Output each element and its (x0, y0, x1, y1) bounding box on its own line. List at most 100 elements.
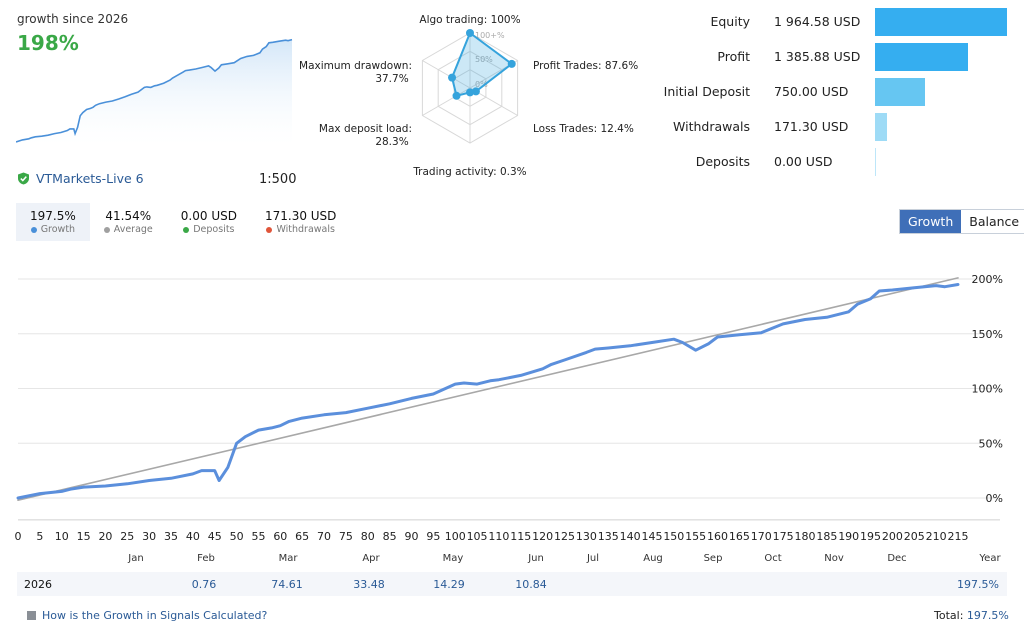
balance-bar-label: Equity (710, 14, 750, 29)
radar-point (452, 91, 461, 100)
stat-value: 197.5% (30, 209, 76, 223)
radar-point (466, 29, 474, 37)
x-tick-label: 10 (55, 530, 69, 543)
x-tick-label: 80 (361, 530, 375, 543)
stat-label: Growth (40, 224, 76, 235)
y-tick-label: 150% (972, 328, 1003, 341)
total-growth: Total: 197.5% (934, 609, 1009, 622)
x-tick-label: 25 (120, 530, 134, 543)
balance-bar (875, 8, 1007, 36)
stat-value: 41.54% (105, 209, 152, 223)
stat-label: Average (113, 224, 153, 235)
year-axis-label: Year (978, 553, 1001, 564)
stat-value: 171.30 USD (264, 209, 337, 223)
stat-deposits[interactable]: 0.00 USD Deposits (167, 203, 251, 241)
help-link-text[interactable]: How is the Growth in Signals Calculated? (42, 609, 268, 622)
x-tick-label: 35 (164, 530, 178, 543)
broker-name: VTMarkets-Live 6 (36, 171, 144, 186)
balance-bar-value: 171.30 USD (774, 119, 849, 134)
radar-axis-label: Maximum drawdown: (300, 60, 412, 72)
balance-bar (875, 113, 887, 141)
month-label: Aug (643, 553, 663, 564)
radar-ring-label: 50% (475, 55, 493, 64)
year-total: 197.5% (957, 578, 999, 591)
x-tick-label: 215 (948, 530, 969, 543)
balance-bar-label: Profit (717, 49, 750, 64)
x-tick-label: 105 (467, 530, 488, 543)
tab-balance[interactable]: Balance (961, 210, 1024, 233)
x-tick-label: 165 (729, 530, 750, 543)
balance-bar (875, 148, 876, 176)
radar-axis-label: Loss Trades: 12.4% (533, 123, 634, 135)
x-tick-label: 180 (794, 530, 815, 543)
x-tick-label: 5 (36, 530, 43, 543)
x-tick-label: 110 (488, 530, 509, 543)
balance-bar-row: Withdrawals 171.30 USD (0, 112, 1024, 142)
radar-spoke (422, 87, 471, 116)
month-label: Jun (527, 553, 544, 564)
month-label: Oct (764, 553, 781, 564)
help-link[interactable]: How is the Growth in Signals Calculated? (27, 609, 267, 622)
x-tick-label: 55 (251, 530, 265, 543)
chart-tabs: Growth Balance (899, 209, 1024, 234)
y-tick-label: 200% (972, 273, 1003, 286)
x-tick-label: 70 (317, 530, 331, 543)
x-tick-label: 0 (15, 530, 22, 543)
y-tick-label: 0% (986, 492, 1003, 505)
average-series-line (17, 277, 959, 501)
month-value-jun: 10.84 (515, 578, 547, 591)
x-tick-label: 140 (620, 530, 641, 543)
stat-growth[interactable]: 197.5% Growth (16, 203, 90, 241)
radar-axis-label: Trading activity: 0.3% (412, 166, 526, 178)
month-value-apr: 33.48 (353, 578, 385, 591)
stat-average[interactable]: 41.54% Average (90, 203, 167, 241)
x-tick-label: 95 (426, 530, 440, 543)
month-value-mar: 74.61 (271, 578, 303, 591)
month-label: Apr (362, 553, 380, 564)
radar-axis-label: Profit Trades: 87.6% (533, 60, 638, 72)
x-tick-label: 150 (663, 530, 684, 543)
dot-icon (30, 226, 37, 233)
dot-icon (103, 226, 110, 233)
stat-withdrawals[interactable]: 171.30 USD Withdrawals (251, 203, 350, 241)
month-label: May (443, 553, 464, 564)
x-tick-label: 210 (926, 530, 947, 543)
balance-bar (875, 43, 969, 71)
balance-bar-row: Deposits 0.00 USD (0, 147, 1024, 177)
month-label: Jan (127, 553, 143, 564)
stats-row: 197.5% Growth 41.54% Average 0.00 USD De… (16, 203, 350, 241)
y-tick-label: 100% (972, 383, 1003, 396)
month-label: Sep (704, 553, 723, 564)
total-value: 197.5% (966, 609, 1009, 622)
radar-spoke (422, 60, 471, 89)
balance-bar-row: Initial Deposit 750.00 USD (0, 77, 1024, 107)
month-value-feb: 0.76 (191, 578, 217, 591)
growth-percent: 198% (17, 31, 79, 55)
y-tick-label: 50% (979, 437, 1003, 450)
x-tick-label: 195 (860, 530, 881, 543)
x-tick-label: 170 (751, 530, 772, 543)
balance-bar-row: Profit 1 385.88 USD (0, 42, 1024, 72)
radar-chart: 100+% 50% 0% Algo trading: 100% Profit Trad… (300, 14, 638, 178)
mini-growth-area (16, 39, 292, 145)
growth-chart: 0% 50% 100% 150% 200% 0 5 10 15 20 25 30 35 40 45 50 55… (15, 273, 1004, 564)
month-label: Mar (279, 553, 299, 564)
tab-growth[interactable]: Growth (900, 210, 962, 233)
x-tick-label: 175 (773, 530, 794, 543)
broker-info[interactable]: VTMarkets-Live 6 (17, 171, 144, 186)
x-tick-label: 135 (598, 530, 619, 543)
month-label: Feb (197, 553, 215, 564)
x-tick-label: 75 (339, 530, 353, 543)
x-tick-label: 90 (404, 530, 418, 543)
month-label: Dec (887, 553, 906, 564)
balance-bar (875, 78, 926, 106)
x-tick-label: 185 (816, 530, 837, 543)
x-tick-label: 100 (445, 530, 466, 543)
radar-axis-value: 37.7% (375, 73, 408, 85)
stat-label: Withdrawals (276, 224, 335, 235)
dot-icon (183, 226, 190, 233)
growth-series-line (16, 283, 960, 500)
radar-axis-label: Max deposit load: (319, 123, 412, 135)
stat-label: Deposits (193, 224, 235, 235)
mini-growth-chart (16, 38, 293, 145)
